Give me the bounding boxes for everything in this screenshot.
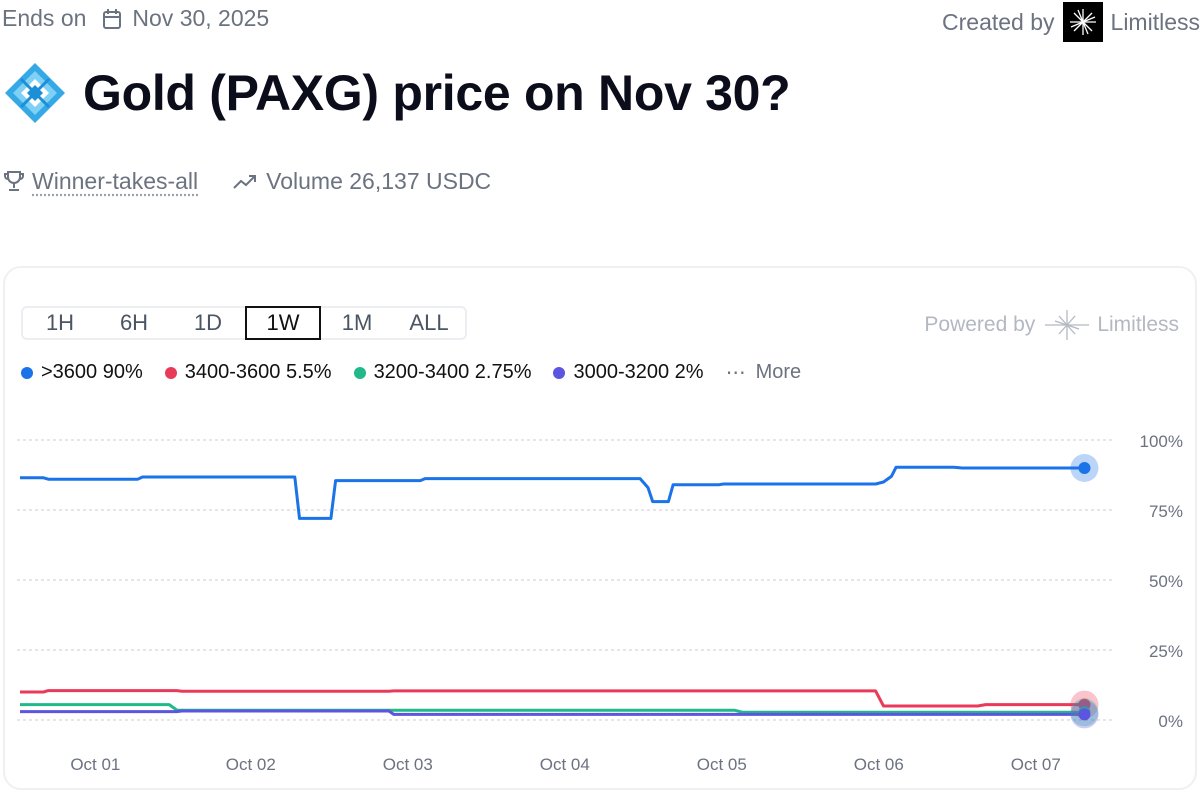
legend-dot <box>164 366 177 379</box>
calendar-icon <box>102 8 122 30</box>
powered-by-label: Powered by <box>924 313 1036 336</box>
timeframe-tabs: 1H 6H 1D 1W 1M ALL <box>21 306 467 340</box>
market-header: Gold (PAXG) price on Nov 30? <box>0 61 791 125</box>
legend-dot <box>553 366 566 379</box>
market-type-link[interactable]: Winner-takes-all <box>32 167 199 194</box>
chart-card: 1H 6H 1D 1W 1M ALL Powered by Limitless … <box>3 266 1197 790</box>
legend-item-3200-3400[interactable]: 3200-3400 2.75% <box>353 361 532 384</box>
legend-item-3400-3600[interactable]: 3400-3600 5.5% <box>164 361 332 384</box>
chart-legend: >3600 90% 3400-3600 5.5% 3200-3400 2.75%… <box>21 360 801 385</box>
tab-1w[interactable]: 1W <box>245 306 321 340</box>
y-tick-label: 25% <box>1149 642 1183 661</box>
y-tick-label: 50% <box>1149 572 1183 591</box>
x-tick-label: Oct 04 <box>540 755 590 774</box>
x-tick-label: Oct 06 <box>854 755 904 774</box>
volume-text: Volume 26,137 USDC <box>266 167 492 194</box>
trending-up-icon <box>232 171 258 191</box>
y-tick-label: 100% <box>1140 432 1183 451</box>
legend-label: 3200-3400 2.75% <box>373 361 532 383</box>
series-end-point <box>1078 708 1091 721</box>
legend-dot <box>353 366 366 379</box>
legend-item-above-3600[interactable]: >3600 90% <box>21 361 143 384</box>
legend-label: 3000-3200 2% <box>573 361 704 383</box>
ends-on-label: Ends on <box>2 5 87 31</box>
series-line <box>20 703 1085 714</box>
legend-dot <box>21 366 33 379</box>
limitless-logo-icon[interactable] <box>1062 2 1103 42</box>
y-tick-label: 75% <box>1149 502 1183 521</box>
tab-1m[interactable]: 1M <box>341 310 373 335</box>
tab-1d[interactable]: 1D <box>193 310 223 335</box>
paxg-token-icon <box>3 61 67 125</box>
series-end-point <box>1078 462 1091 474</box>
series-line <box>20 689 1085 708</box>
legend-label: >3600 90% <box>41 361 143 383</box>
more-label: More <box>755 361 802 383</box>
tab-6h[interactable]: 6H <box>119 310 149 335</box>
trophy-icon <box>2 169 26 193</box>
series-line <box>20 465 1085 520</box>
creator-info: Created by Limitless <box>942 2 1200 42</box>
tab-1h[interactable]: 1H <box>45 310 75 335</box>
limitless-mark-icon <box>1045 310 1090 340</box>
top-bar: Ends on Nov 30, 2025 Created by Limitles… <box>0 0 1200 42</box>
x-tick-label: Oct 02 <box>226 755 276 774</box>
tab-all[interactable]: ALL <box>409 310 449 335</box>
price-chart: 100% 75% 50% 25% 0% Oct 01 Oct 02 Oct 03 Oct 04 O… <box>17 432 1183 774</box>
more-dots-icon: ⋯ <box>725 362 748 384</box>
created-by-label: Created by <box>942 8 1055 35</box>
x-tick-label: Oct 05 <box>697 755 747 774</box>
powered-by-brand: Limitless <box>1097 313 1179 336</box>
series-line <box>20 709 1085 716</box>
creator-name[interactable]: Limitless <box>1110 8 1200 35</box>
x-tick-label: Oct 03 <box>383 755 433 774</box>
end-date: Nov 30, 2025 <box>132 5 270 31</box>
x-tick-label: Oct 01 <box>70 755 120 774</box>
legend-label: 3400-3600 5.5% <box>184 361 332 383</box>
x-tick-label: Oct 07 <box>1011 755 1061 774</box>
end-date-info: Ends on Nov 30, 2025 <box>2 5 269 32</box>
market-meta: Winner-takes-all Volume 26,137 USDC <box>2 166 491 196</box>
legend-item-3000-3200[interactable]: 3000-3200 2% <box>553 361 704 384</box>
powered-by[interactable]: Powered by Limitless <box>924 308 1179 342</box>
page-title: Gold (PAXG) price on Nov 30? <box>83 65 791 121</box>
more-button[interactable]: ⋯ More <box>726 360 802 385</box>
y-tick-label: 0% <box>1158 712 1183 731</box>
